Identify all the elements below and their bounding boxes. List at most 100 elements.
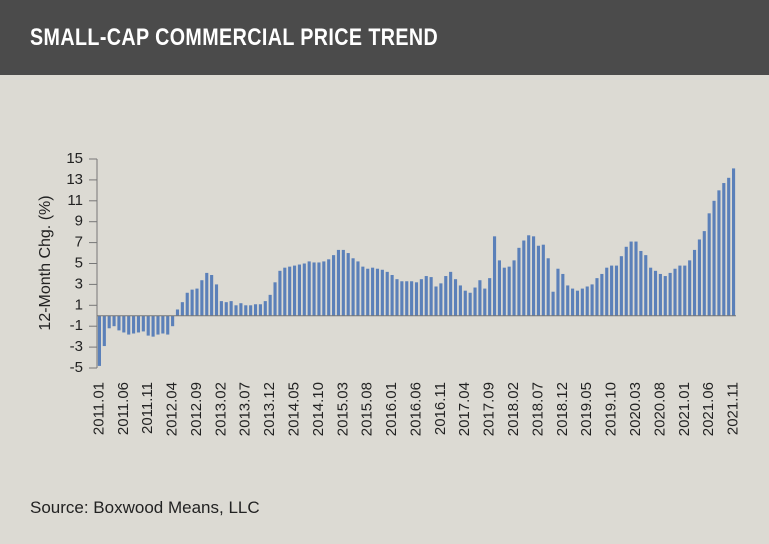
bar bbox=[663, 276, 667, 316]
bar bbox=[488, 278, 492, 316]
bar bbox=[532, 236, 536, 316]
bar bbox=[161, 315, 165, 334]
bar bbox=[166, 315, 170, 335]
bar bbox=[351, 258, 355, 316]
chart-title: SMALL-CAP COMMERCIAL PRICE TREND bbox=[30, 24, 439, 51]
y-tick-label: 13 bbox=[66, 171, 83, 188]
bar bbox=[414, 282, 419, 316]
bar bbox=[541, 244, 545, 316]
bar bbox=[234, 305, 238, 316]
bar bbox=[610, 265, 614, 316]
bar bbox=[522, 240, 526, 316]
y-tick-label: -1 bbox=[70, 317, 83, 334]
bar bbox=[624, 246, 628, 316]
bar bbox=[732, 168, 736, 316]
x-tick-label: 2016.11 bbox=[432, 382, 449, 435]
bar bbox=[619, 256, 623, 316]
bar bbox=[722, 183, 726, 316]
bar bbox=[210, 274, 214, 316]
bar bbox=[268, 294, 272, 316]
bar bbox=[429, 277, 433, 316]
bar bbox=[702, 231, 706, 316]
bar bbox=[332, 255, 336, 316]
bar bbox=[463, 290, 467, 316]
bar bbox=[400, 281, 404, 316]
bar bbox=[473, 287, 477, 316]
x-tick-label: 2012.04 bbox=[164, 382, 181, 436]
x-tick-label: 2016.01 bbox=[383, 382, 400, 436]
x-tick-label: 2020.08 bbox=[651, 382, 668, 436]
bar bbox=[492, 236, 497, 316]
bar bbox=[678, 265, 682, 316]
bar bbox=[556, 268, 560, 316]
bar bbox=[327, 259, 331, 316]
x-tick-label: 2021.06 bbox=[700, 382, 717, 436]
bar bbox=[649, 267, 653, 316]
bar bbox=[375, 268, 380, 316]
x-tick-label: 2020.03 bbox=[627, 382, 644, 436]
x-tick-label: 2014.05 bbox=[286, 382, 303, 436]
y-tick-label: 7 bbox=[75, 234, 83, 251]
bar bbox=[336, 249, 341, 316]
x-tick-label: 2016.06 bbox=[407, 382, 424, 436]
bar bbox=[283, 267, 287, 316]
bar bbox=[200, 280, 204, 316]
bar bbox=[302, 263, 306, 316]
x-tick-label: 2011.06 bbox=[115, 382, 132, 435]
bar bbox=[483, 288, 487, 316]
bar bbox=[195, 288, 199, 316]
bar bbox=[497, 260, 501, 316]
x-tick-label: 2013.12 bbox=[261, 382, 278, 436]
bar bbox=[527, 235, 531, 316]
bar bbox=[273, 282, 277, 316]
bar bbox=[356, 261, 360, 316]
bar bbox=[385, 271, 389, 316]
x-tick-label: 2018.02 bbox=[505, 382, 522, 436]
bar bbox=[644, 255, 648, 316]
x-tick-label: 2019.10 bbox=[603, 382, 620, 436]
bar bbox=[97, 315, 101, 366]
bar bbox=[112, 315, 116, 327]
bar bbox=[136, 315, 141, 333]
bar bbox=[551, 291, 555, 316]
bar bbox=[146, 315, 150, 336]
bar bbox=[449, 271, 453, 316]
bar bbox=[190, 289, 194, 316]
x-tick-label: 2015.03 bbox=[334, 382, 351, 436]
bar bbox=[590, 284, 594, 316]
bar bbox=[536, 245, 541, 316]
bar bbox=[458, 285, 462, 316]
bar bbox=[219, 301, 223, 316]
bar bbox=[380, 269, 384, 316]
bar bbox=[585, 286, 589, 316]
header-bar: SMALL-CAP COMMERCIAL PRICE TREND bbox=[0, 0, 769, 75]
bar bbox=[727, 177, 731, 316]
bar bbox=[253, 304, 258, 316]
bar bbox=[507, 266, 511, 316]
y-tick-label: -5 bbox=[70, 359, 83, 376]
bar bbox=[185, 292, 189, 316]
bar bbox=[117, 315, 121, 331]
x-tick-label: 2014.10 bbox=[310, 382, 327, 436]
x-tick-label: 2021.11 bbox=[725, 382, 742, 435]
bar bbox=[502, 267, 506, 316]
bar bbox=[478, 280, 482, 316]
bar bbox=[658, 273, 662, 316]
bar bbox=[258, 304, 262, 316]
bar bbox=[683, 265, 687, 316]
x-tick-label: 2018.12 bbox=[554, 382, 571, 436]
bar bbox=[595, 278, 599, 316]
x-tick-label: 2011.11 bbox=[139, 382, 156, 434]
x-tick-label: 2018.07 bbox=[529, 382, 546, 436]
bar bbox=[312, 262, 316, 316]
bar bbox=[102, 315, 106, 347]
y-tick-label: 5 bbox=[75, 254, 83, 271]
y-tick-label: -3 bbox=[70, 338, 83, 355]
y-tick-label: 9 bbox=[75, 213, 83, 230]
bar bbox=[629, 241, 633, 316]
bar bbox=[249, 305, 253, 316]
bar bbox=[453, 279, 458, 316]
bar bbox=[341, 249, 345, 316]
y-tick-label: 1 bbox=[75, 296, 83, 313]
